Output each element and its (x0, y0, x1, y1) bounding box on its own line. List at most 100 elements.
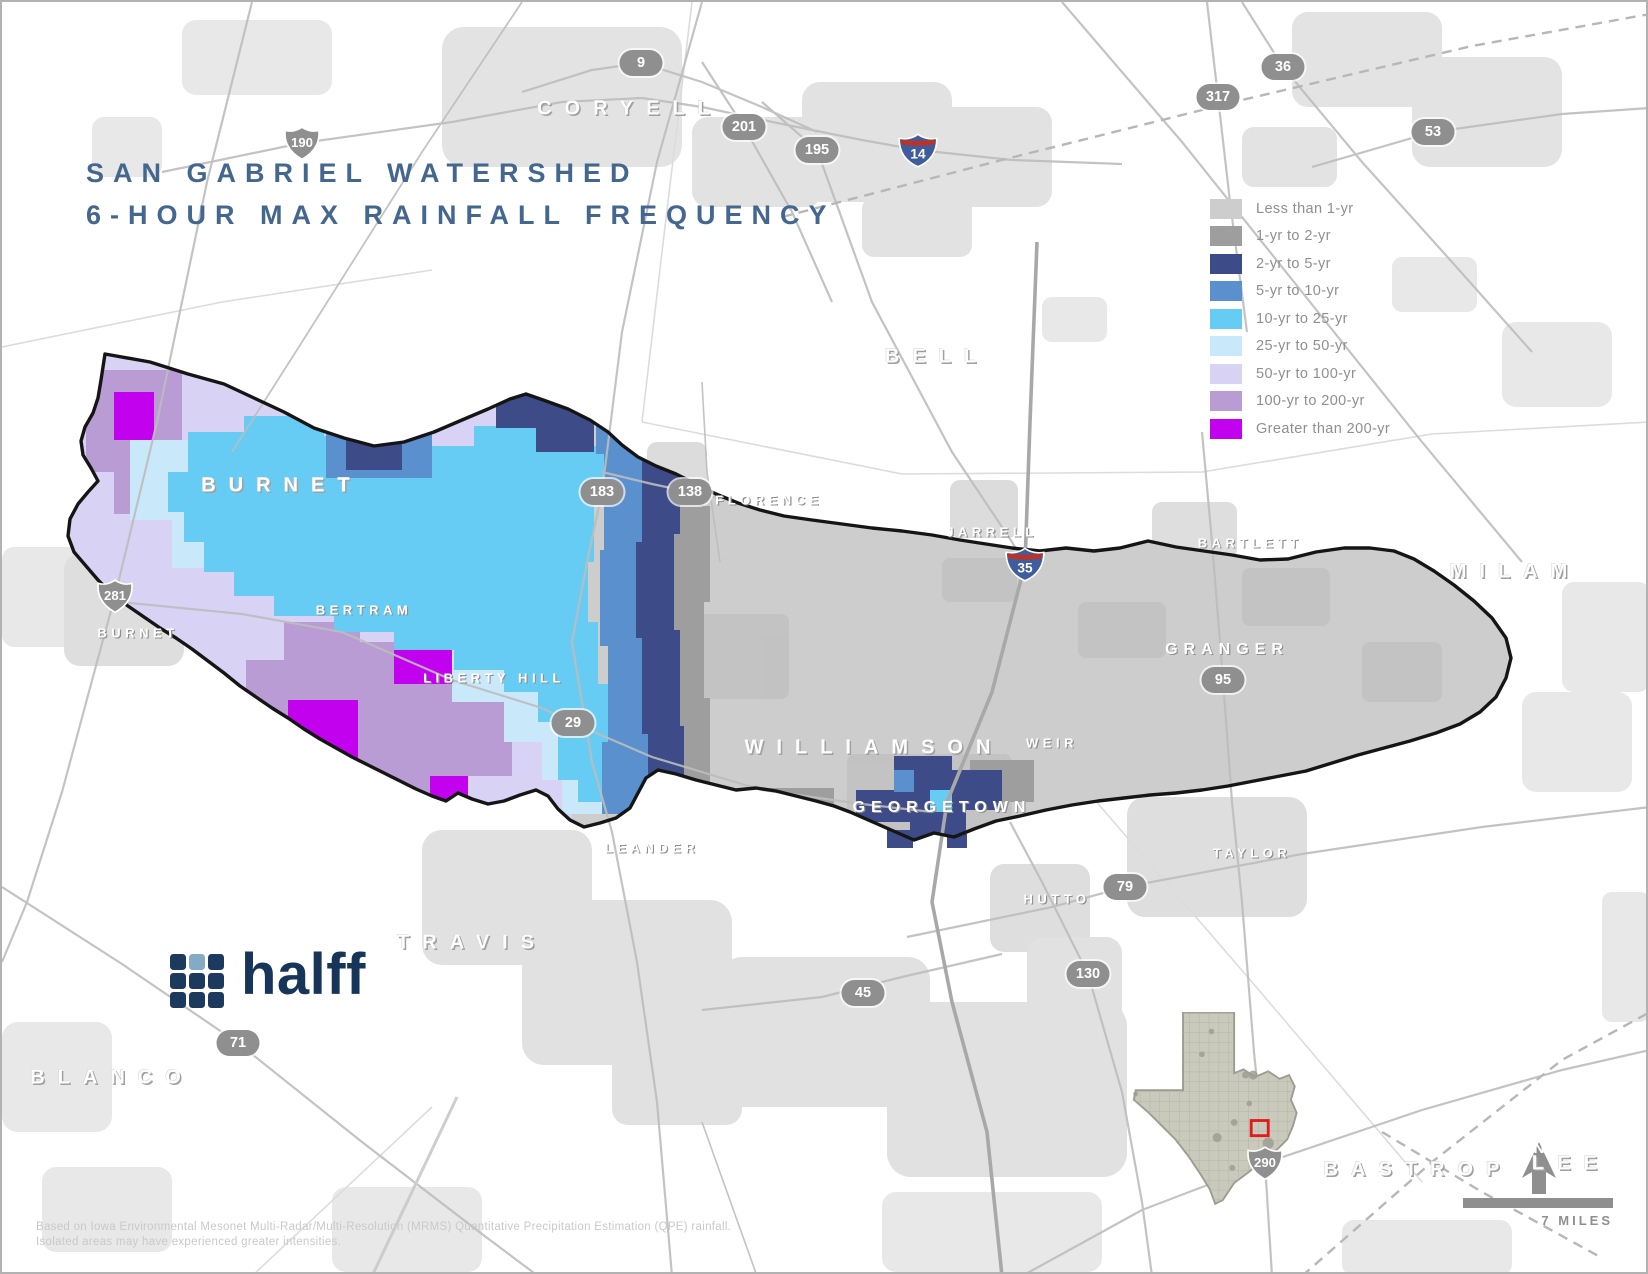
band-gt200yr-bottom (430, 776, 468, 806)
highway-shield-45: 45 (841, 980, 885, 1006)
band-gt200yr-south (288, 700, 358, 758)
legend-label: Greater than 200-yr (1256, 420, 1391, 437)
highway-shield-183: 183 (580, 479, 624, 505)
legend-label: 1-yr to 2-yr (1256, 228, 1331, 244)
us-highway-shield-190: 190 (284, 126, 320, 161)
legend-label: 10-yr to 25-yr (1256, 310, 1348, 327)
halff-logo-text: halff (241, 942, 366, 1007)
highway-shield-195: 195 (795, 137, 839, 163)
county-label-bell: BELL (884, 345, 990, 368)
city-label-liberty-hill: LIBERTY HILL (423, 670, 565, 686)
logo-cell (170, 973, 186, 989)
county-label-coryell: CORYELL (537, 97, 723, 120)
legend-swatch-10-25yr (1210, 308, 1242, 329)
highway-shield-29: 29 (551, 710, 595, 736)
highway-shield-138: 138 (668, 479, 712, 505)
band-10-25yr-main (168, 406, 616, 802)
county-label-travis: TRAVIS (397, 931, 547, 954)
city-label-georgetown: GEORGETOWN (852, 799, 1032, 816)
scale-bar (1463, 1198, 1613, 1208)
logo-cell (189, 973, 205, 989)
county-label-blanco: BLANCO (30, 1066, 194, 1089)
legend-swatch-1-2yr (1210, 226, 1242, 246)
railroads (781, 13, 1646, 1272)
highway-shield-130: 130 (1066, 961, 1110, 987)
legend-label: 2-yr to 5-yr (1256, 255, 1331, 272)
legend-row: Greater than 200-yr (1210, 418, 1390, 439)
legend-row: Less than 1-yr (1210, 198, 1390, 219)
legend-row: 1-yr to 2-yr (1210, 226, 1390, 247)
legend-row: 100-yr to 200-yr (1210, 391, 1390, 412)
band-gt200yr-nw (114, 392, 154, 440)
legend-swatch-25-50yr (1210, 336, 1242, 356)
highway-shield-71: 71 (216, 1030, 260, 1056)
city-label-hutto: HUTTO (1023, 891, 1091, 907)
legend-row: 10-yr to 25-yr (1210, 308, 1390, 329)
legend-swatch-less-1yr (1210, 198, 1242, 219)
logo-cell (189, 992, 205, 1008)
legend-label: Less than 1-yr (1256, 200, 1354, 217)
interstate-shield-14: 14 (898, 133, 938, 168)
legend-row: 25-yr to 50-yr (1210, 336, 1390, 357)
band-2-5yr-outlier (887, 830, 913, 848)
legend-swatch-50-100yr (1210, 363, 1242, 384)
footnote-line1: Based on Iowa Environmental Mesonet Mult… (36, 1221, 732, 1233)
scale-bar-label: 7 MILES (1541, 1213, 1613, 1228)
logo-cell (170, 992, 186, 1008)
legend-label: 25-yr to 50-yr (1256, 338, 1348, 354)
legend-swatch-2-5yr (1210, 253, 1242, 274)
city-label-taylor: TAYLOR (1212, 845, 1292, 861)
urban-areas (2, 12, 1646, 1272)
title-line1: SAN GABRIEL WATERSHED (86, 158, 639, 188)
us-highway-shield-281: 281 (97, 579, 133, 614)
city-label-bartlett: BARTLETT (1197, 535, 1303, 551)
footnote-line2: Isolated areas may have experienced grea… (36, 1236, 342, 1248)
logo-cell (170, 954, 186, 970)
highway-shield-201: 201 (722, 114, 766, 140)
inset-highlight-box (1249, 1119, 1270, 1138)
halff-logo: halff (170, 946, 366, 1008)
highway-shield-95: 95 (1201, 667, 1245, 693)
band-5-10yr-georgetown (894, 770, 914, 792)
legend-swatch-gt200yr (1210, 418, 1242, 439)
county-label-burnet: BURNET (201, 474, 363, 497)
city-label-granger: GRANGER (1165, 641, 1289, 658)
legend-row: 2-yr to 5-yr (1210, 253, 1390, 274)
logo-cell (208, 954, 224, 970)
city-label-leander: LEANDER (604, 840, 700, 856)
legend: Less than 1-yr 1-yr to 2-yr 2-yr to 5-yr… (1210, 198, 1390, 446)
legend-label: 100-yr to 200-yr (1256, 393, 1365, 409)
city-label-burnet: BURNET (97, 625, 179, 641)
county-label-lee: LEE (1532, 1152, 1610, 1175)
highway-shield-53: 53 (1411, 119, 1455, 145)
county-label-williamson: WILLIAMSON (744, 736, 1004, 759)
city-label-florence: FLORENCE (715, 492, 823, 508)
road-i35 (930, 241, 1039, 1272)
halff-logo-icon (170, 954, 224, 1008)
svg-text:290: 290 (1254, 1155, 1276, 1170)
svg-text:190: 190 (291, 135, 313, 150)
svg-text:281: 281 (104, 588, 126, 603)
band-2-5yr-georgetown (856, 756, 1002, 840)
texas-inset (1132, 1012, 1298, 1206)
highway-shield-36: 36 (1261, 54, 1305, 80)
logo-cell-light (189, 954, 205, 970)
legend-label: 50-yr to 100-yr (1256, 365, 1357, 382)
highway-shield-79: 79 (1103, 874, 1147, 900)
north-arrow (1522, 1142, 1556, 1194)
us-highway-shield-290: 290 (1247, 1146, 1283, 1181)
highway-shield-9: 9 (619, 50, 663, 76)
county-label-bastrop: BASTROP (1323, 1158, 1513, 1181)
legend-row: 50-yr to 100-yr (1210, 363, 1390, 384)
title-line2: 6-HOUR MAX RAINFALL FREQUENCY (86, 200, 836, 230)
legend-label: 5-yr to 10-yr (1256, 283, 1340, 299)
city-label-jarrell: JARRELL (946, 524, 1038, 540)
legend-row: 5-yr to 10-yr (1210, 281, 1390, 302)
texas-city-dots (1133, 1028, 1274, 1171)
page-title: SAN GABRIEL WATERSHED 6-HOUR MAX RAINFAL… (86, 152, 836, 236)
county-label-milam: MILAM (1449, 560, 1581, 583)
logo-cell (208, 973, 224, 989)
svg-text:35: 35 (1017, 560, 1033, 575)
